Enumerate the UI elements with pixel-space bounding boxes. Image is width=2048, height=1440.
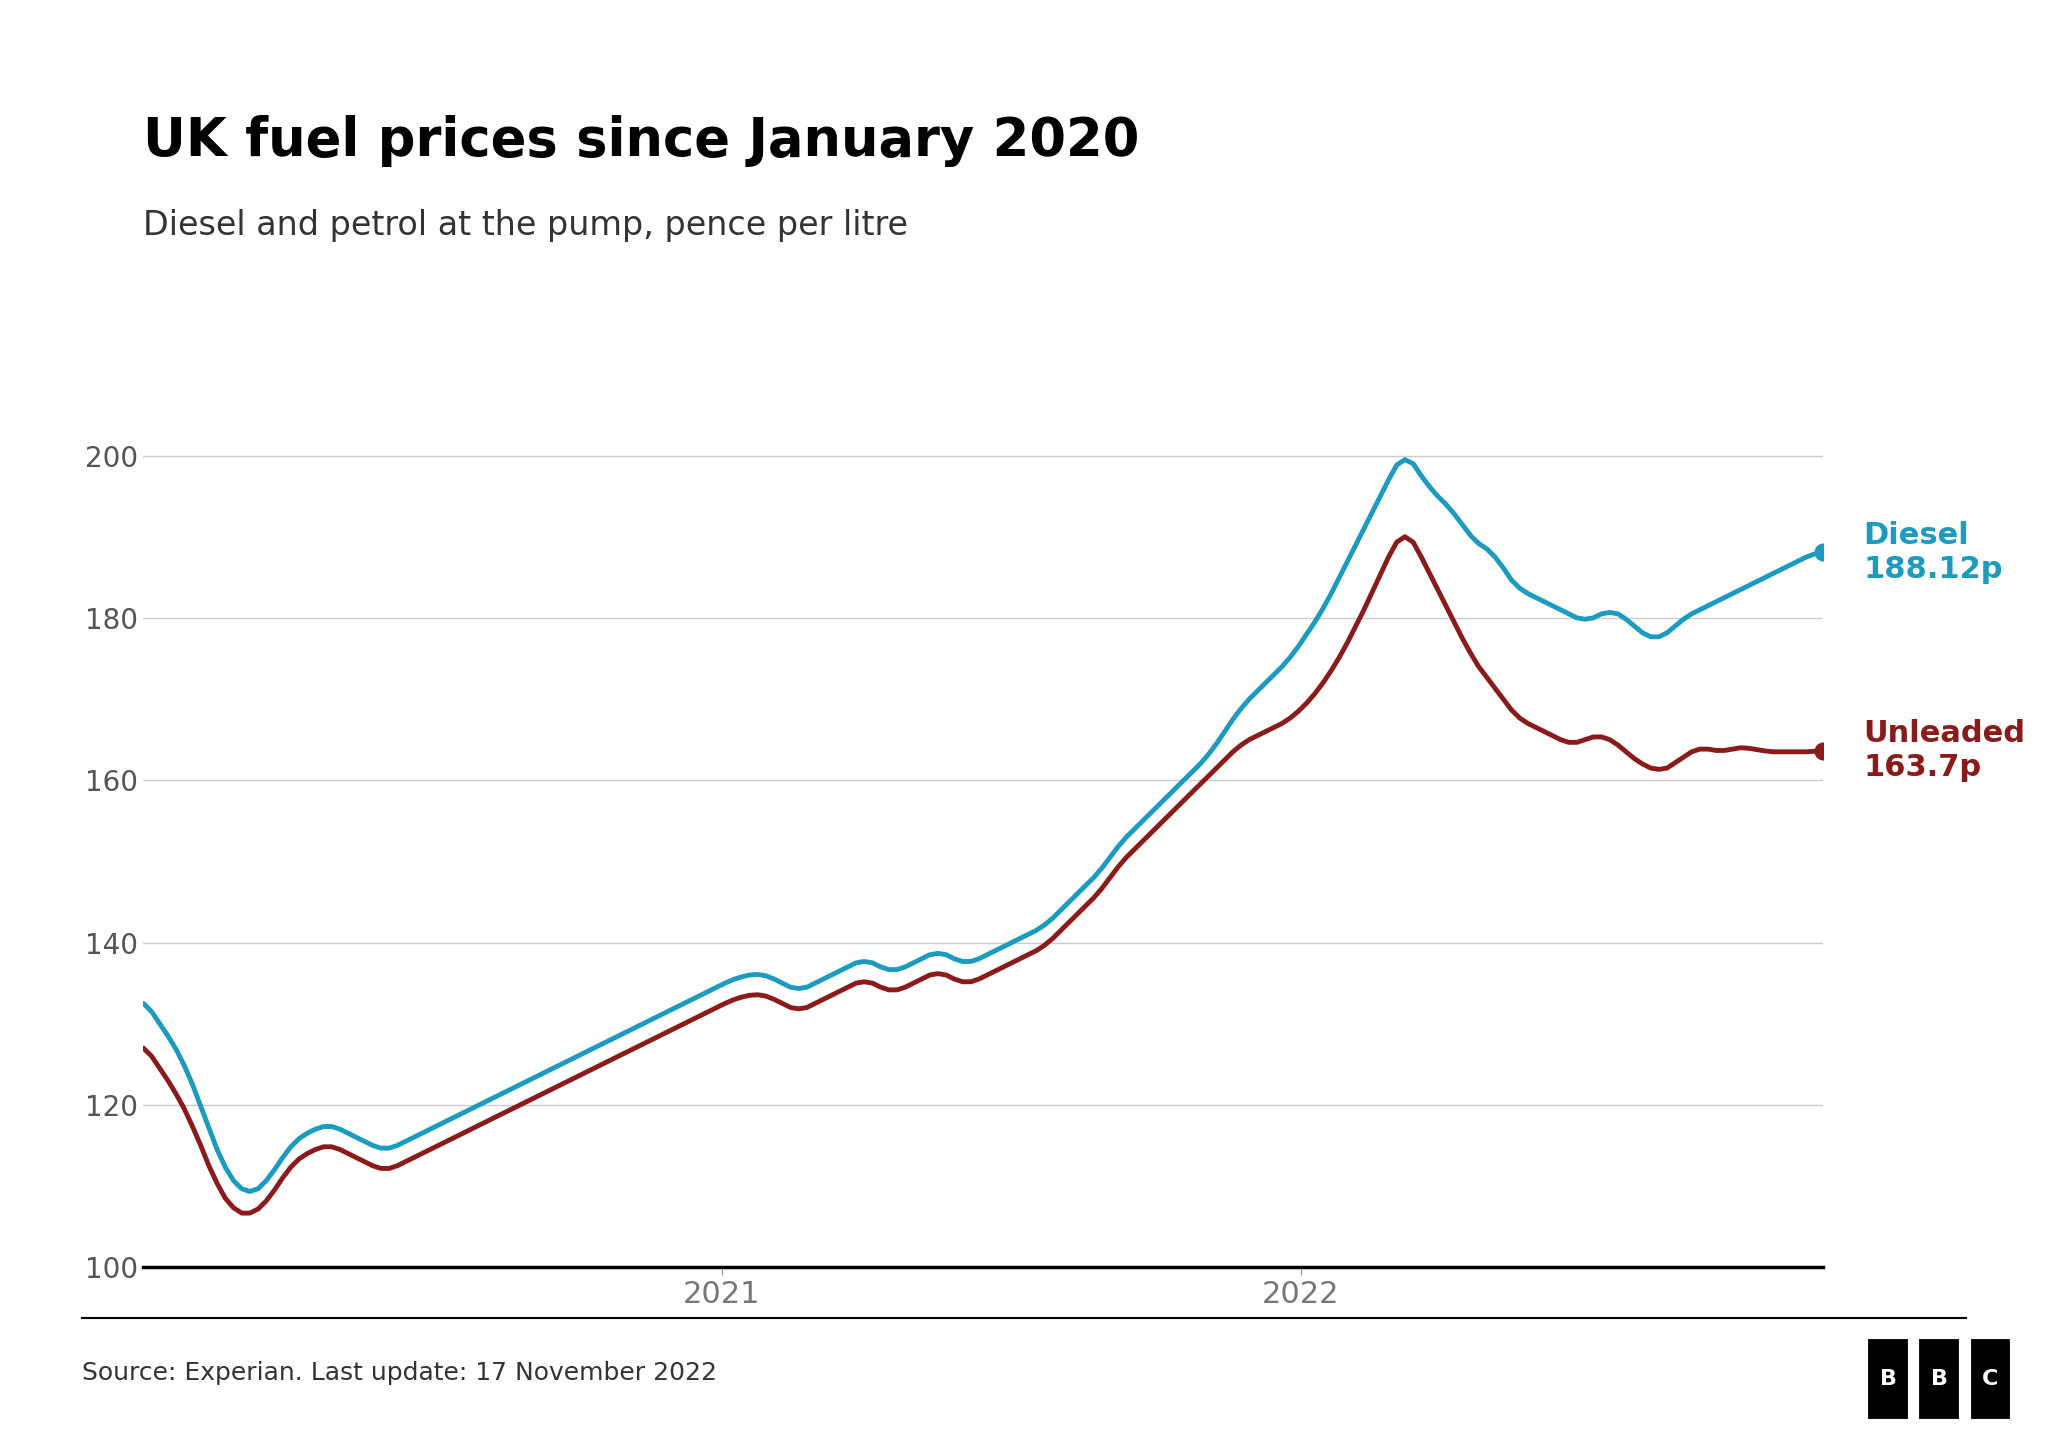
- FancyBboxPatch shape: [1866, 1336, 1909, 1421]
- Text: C: C: [1982, 1369, 1999, 1388]
- Text: B: B: [1931, 1369, 1948, 1388]
- Text: Diesel
188.12p: Diesel 188.12p: [1864, 521, 2003, 583]
- FancyBboxPatch shape: [1917, 1336, 1962, 1421]
- Text: Diesel and petrol at the pump, pence per litre: Diesel and petrol at the pump, pence per…: [143, 209, 909, 242]
- Text: B: B: [1880, 1369, 1896, 1388]
- Text: Unleaded
163.7p: Unleaded 163.7p: [1864, 720, 2025, 782]
- Text: Source: Experian. Last update: 17 November 2022: Source: Experian. Last update: 17 Novemb…: [82, 1361, 717, 1385]
- FancyBboxPatch shape: [1968, 1336, 2011, 1421]
- Text: UK fuel prices since January 2020: UK fuel prices since January 2020: [143, 115, 1141, 167]
